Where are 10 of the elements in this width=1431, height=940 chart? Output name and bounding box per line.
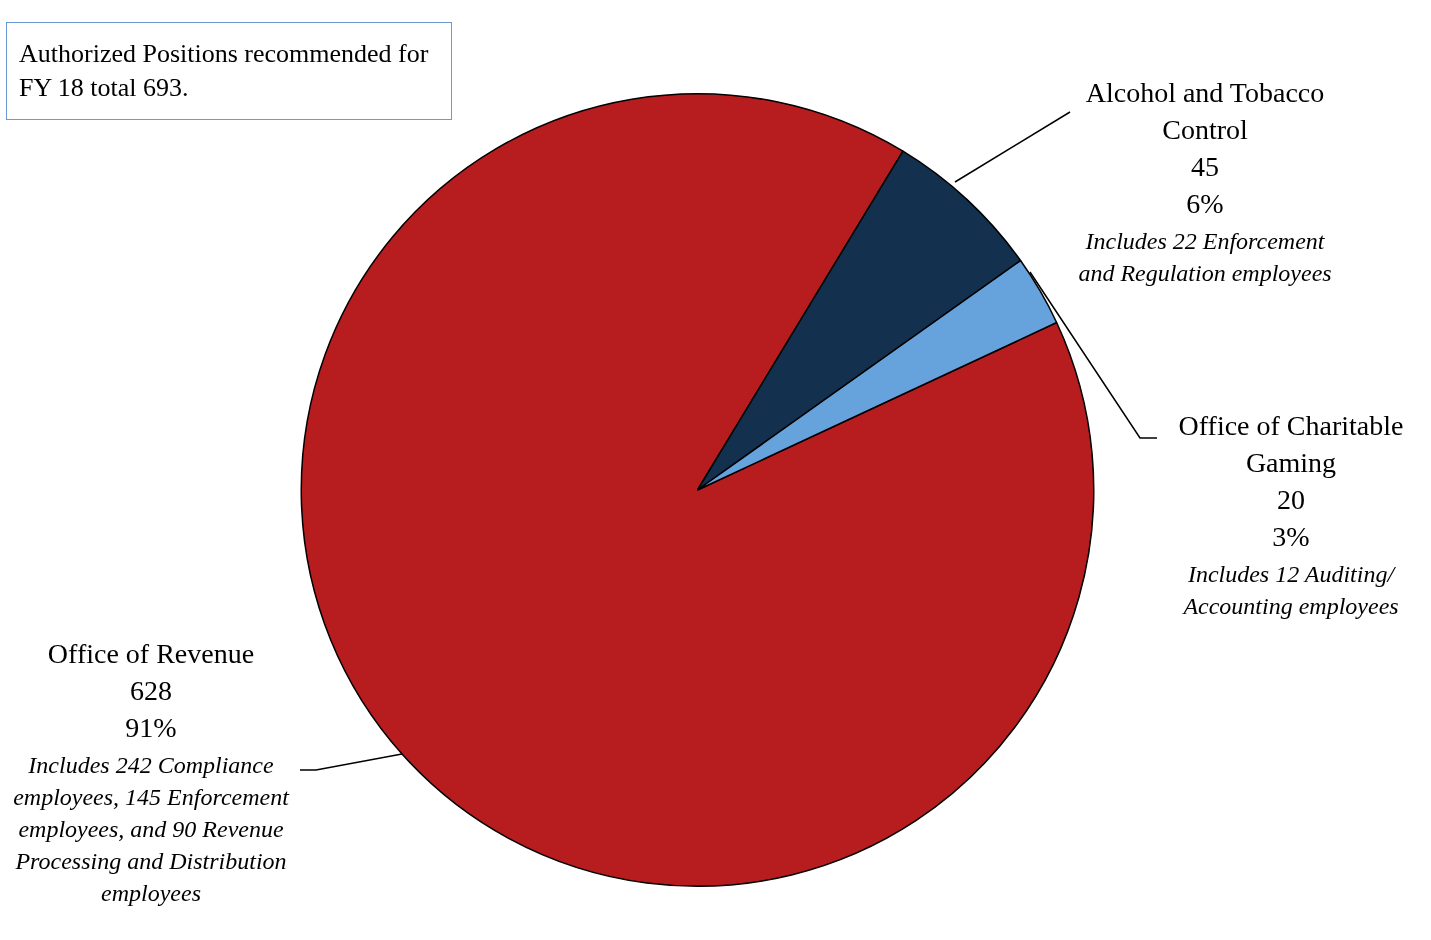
slice-label: Alcohol and Tobacco Control: [1085, 77, 1325, 146]
text: Includes 242 Compliance employees, 145 Enforcement employees, and 90 Revenue Processing and Distribution employees: [13, 752, 291, 907]
text: Includes 22 Enforcement and Regulation employees: [1078, 228, 1332, 287]
data-label: 45 6%: [1186, 151, 1224, 220]
slice-label: Office of Charitable Gaming: [1178, 410, 1404, 479]
text: Includes 12 Auditing/ Accounting employees: [1181, 561, 1399, 620]
data-label: 628 91%: [125, 675, 177, 744]
slice-label: Office of Revenue: [47, 638, 255, 670]
data-label: 20 3%: [1272, 484, 1310, 553]
chart-title: Authorized Positions recommended for FY 18 total 693.: [6, 22, 452, 120]
